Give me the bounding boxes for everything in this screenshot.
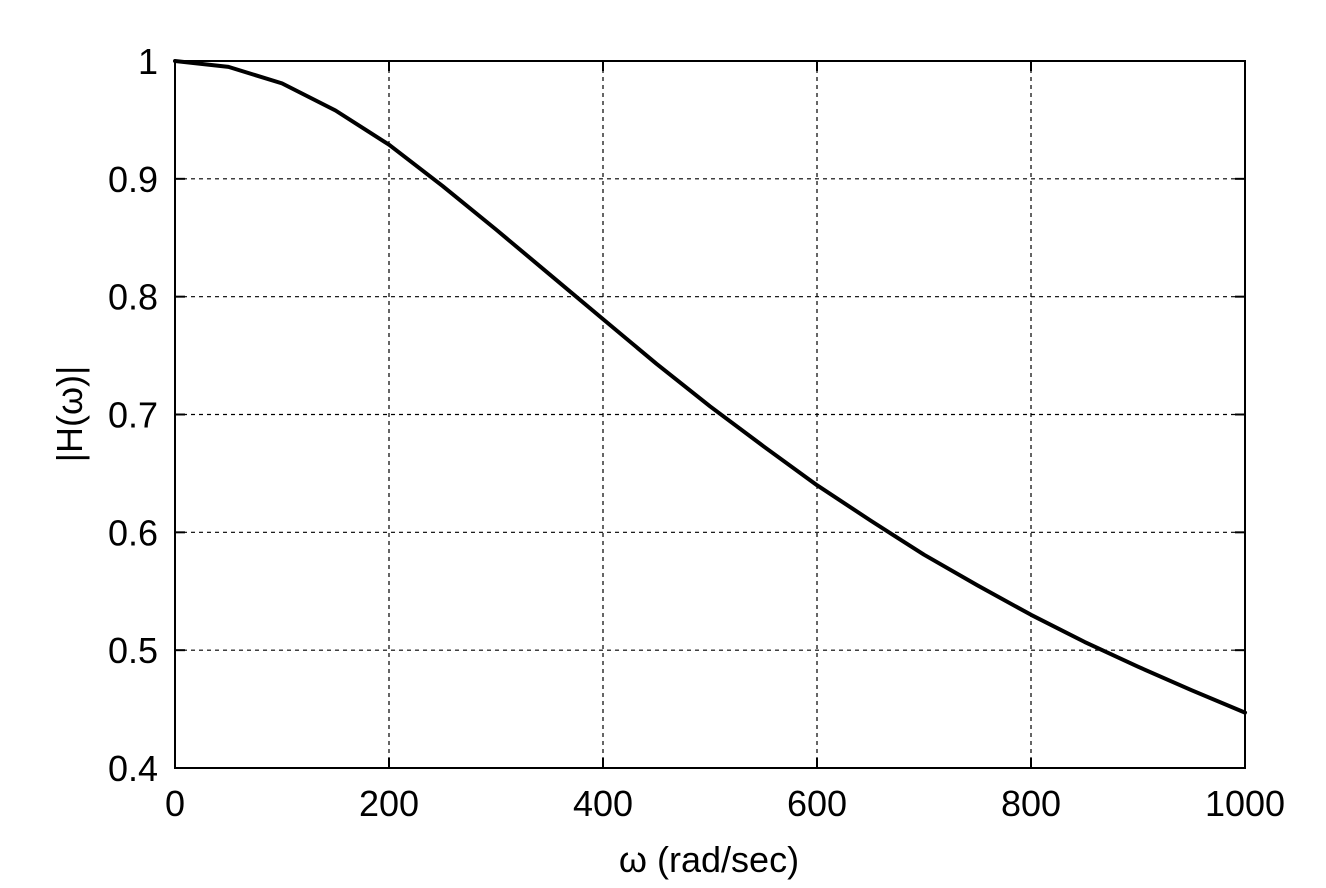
x-tick-label: 800 <box>1001 783 1061 824</box>
y-tick-labels: 0.4 0.5 0.6 0.7 0.8 0.9 1 <box>108 41 158 789</box>
series-line <box>173 59 1247 715</box>
x-tick-labels: 0 200 400 600 800 1000 <box>165 783 1285 824</box>
y-tick-label: 1 <box>138 41 158 82</box>
y-tick-label: 0.4 <box>108 748 158 789</box>
x-tick-label: 1000 <box>1205 783 1285 824</box>
x-tick-label: 200 <box>359 783 419 824</box>
y-axis-label: |H(ω)| <box>49 366 90 463</box>
x-axis-label: ω (rad/sec) <box>619 839 799 880</box>
y-tick-label: 0.6 <box>108 512 158 553</box>
x-tick-label: 600 <box>787 783 847 824</box>
x-tick-label: 400 <box>573 783 633 824</box>
grid <box>175 61 1245 768</box>
y-tick-label: 0.9 <box>108 159 158 200</box>
y-tick-label: 0.5 <box>108 630 158 671</box>
y-tick-label: 0.8 <box>108 277 158 318</box>
x-tick-label: 0 <box>165 783 185 824</box>
y-tick-label: 0.7 <box>108 395 158 436</box>
